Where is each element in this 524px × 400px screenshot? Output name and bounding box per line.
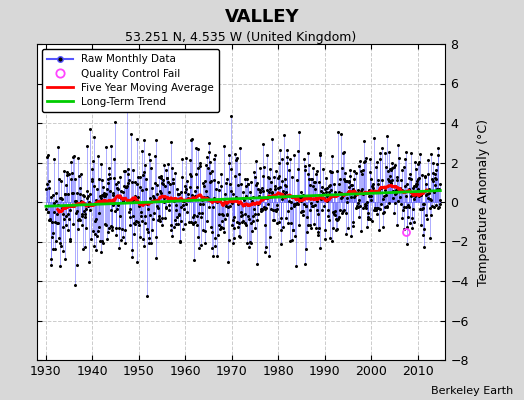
Legend: Raw Monthly Data, Quality Control Fail, Five Year Moving Average, Long-Term Tren: Raw Monthly Data, Quality Control Fail, … [42,49,220,112]
Y-axis label: Temperature Anomaly (°C): Temperature Anomaly (°C) [477,118,490,286]
Text: Berkeley Earth: Berkeley Earth [431,386,514,396]
Title: 53.251 N, 4.535 W (United Kingdom): 53.251 N, 4.535 W (United Kingdom) [125,31,357,44]
Text: VALLEY: VALLEY [225,8,299,26]
